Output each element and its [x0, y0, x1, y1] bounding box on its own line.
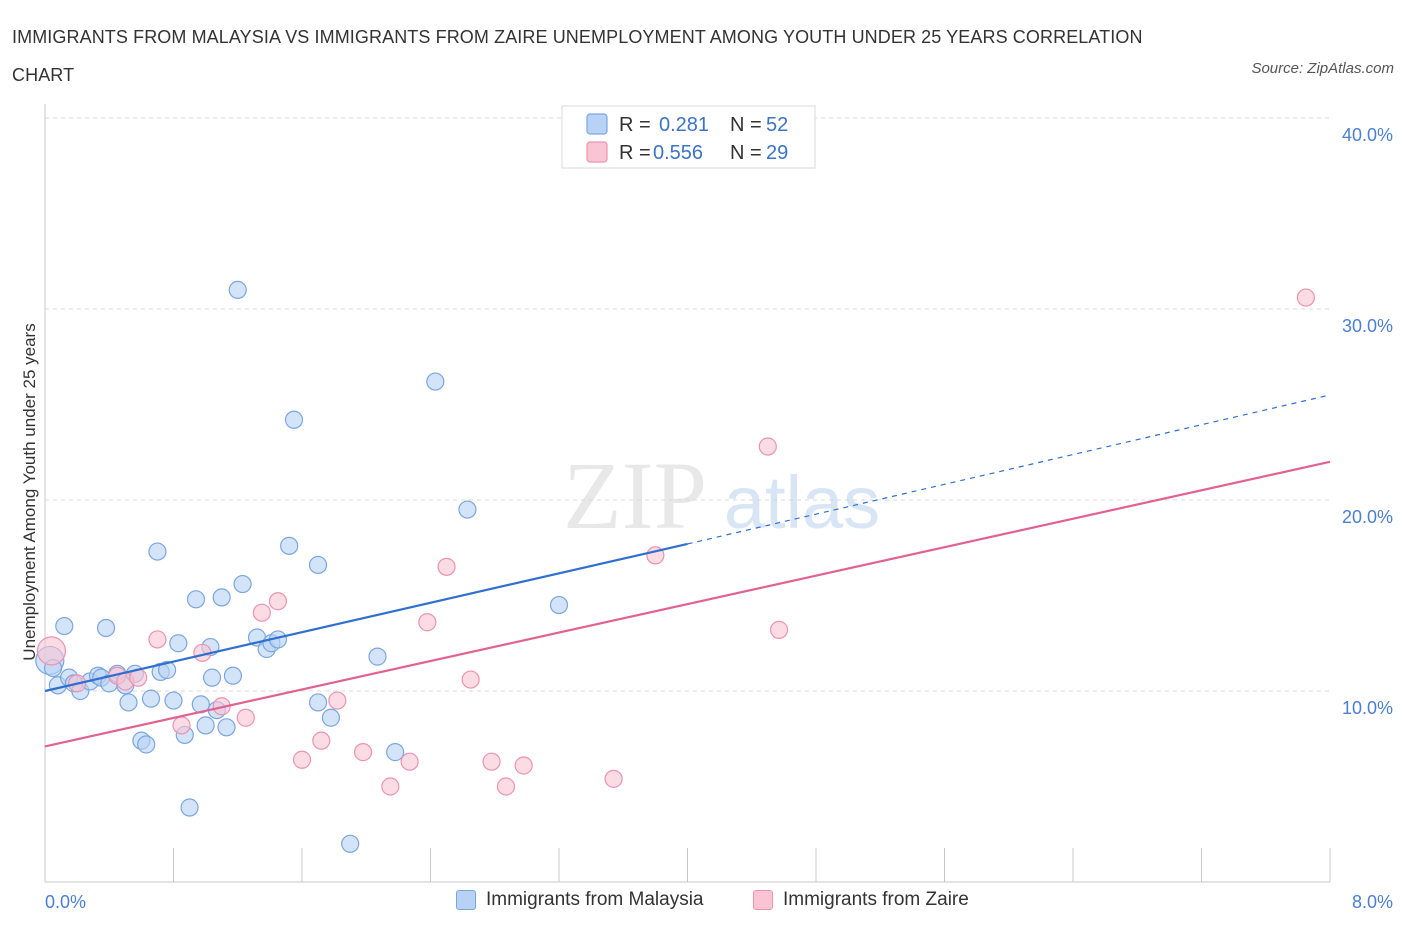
data-point-malaysia — [141, 689, 161, 708]
data-point-zaire — [236, 708, 255, 727]
legend-n-label: N = — [730, 114, 762, 136]
data-point-malaysia — [386, 743, 405, 762]
legend-n-label: N = — [730, 142, 762, 164]
data-point-malaysia — [169, 634, 188, 653]
data-point-malaysia — [426, 372, 445, 391]
data-point-zaire — [496, 777, 516, 796]
data-point-zaire — [514, 756, 533, 775]
data-point-zaire — [769, 620, 789, 639]
x-tick-label: 8.0% — [1352, 892, 1393, 912]
axes — [44, 104, 1331, 883]
correlation-legend: R = 0.281 N = 52 R = 0.556 N = 29 — [561, 105, 816, 169]
data-point-malaysia — [137, 735, 156, 754]
data-point-zaire — [172, 716, 191, 735]
data-point-malaysia — [280, 536, 299, 555]
data-point-malaysia — [308, 693, 328, 712]
trend-lines — [44, 394, 1331, 748]
data-point-malaysia — [308, 555, 328, 575]
data-point-zaire — [252, 603, 271, 622]
data-point-zaire — [418, 613, 437, 632]
data-point-malaysia — [228, 280, 247, 299]
data-point-malaysia — [180, 798, 199, 817]
data-point-malaysia — [196, 716, 215, 735]
data-point-zaire — [758, 437, 777, 456]
legend-r-value: 0.556 — [653, 142, 703, 164]
series-legend: Immigrants from Malaysia Immigrants from… — [0, 889, 1406, 917]
legend-swatch-zaire — [753, 890, 773, 910]
data-point-zaire — [381, 777, 400, 796]
data-point-zaire — [482, 752, 501, 771]
y-tick-label: 30.0% — [1342, 316, 1393, 336]
data-point-malaysia — [549, 595, 569, 615]
data-point-malaysia — [119, 693, 138, 712]
data-point-zaire — [292, 750, 312, 769]
legend-swatch-zaire — [586, 141, 608, 163]
trend-line-malaysia — [44, 542, 688, 693]
data-point-malaysia — [202, 668, 222, 687]
data-point-malaysia — [157, 660, 177, 680]
data-point-malaysia — [164, 691, 183, 710]
x-tick-labels: 0.0% 8.0% — [45, 892, 1393, 912]
data-point-zaire — [437, 557, 456, 576]
y-tick-label: 40.0% — [1342, 125, 1393, 145]
y-tick-label: 20.0% — [1342, 507, 1393, 527]
data-point-zaire — [328, 691, 347, 710]
watermark: ZIP atlas — [563, 442, 880, 549]
data-point-malaysia — [96, 618, 116, 638]
legend-label-zaire: Immigrants from Zaire — [783, 889, 969, 910]
legend-swatch-malaysia — [456, 890, 476, 910]
data-point-zaire — [353, 743, 373, 762]
data-point-malaysia — [284, 410, 304, 429]
data-point-malaysia — [341, 834, 360, 853]
data-point-malaysia — [217, 718, 236, 737]
legend-n-value: 29 — [766, 142, 788, 164]
chart-source: Source: ZipAtlas.com — [1251, 60, 1394, 77]
legend-item-malaysia[interactable]: Immigrants from Malaysia — [456, 889, 704, 911]
y-tick-label: 10.0% — [1342, 698, 1393, 718]
data-point-zaire — [268, 592, 288, 611]
data-point-malaysia — [458, 500, 477, 519]
watermark-atlas: atlas — [724, 461, 880, 544]
watermark-zip: ZIP — [563, 442, 707, 549]
data-point-zaire — [36, 636, 67, 666]
legend-item-zaire[interactable]: Immigrants from Zaire — [753, 889, 969, 911]
data-point-malaysia — [212, 588, 231, 607]
legend-swatch-malaysia — [586, 113, 608, 135]
data-point-malaysia — [148, 542, 167, 561]
data-point-zaire — [148, 630, 167, 649]
legend-r-label: R = — [619, 142, 651, 164]
data-point-malaysia — [233, 574, 252, 594]
trend-line-zaire — [44, 460, 1331, 748]
data-point-zaire — [312, 731, 331, 750]
data-point-malaysia — [368, 647, 387, 666]
data-point-zaire — [1296, 288, 1316, 307]
data-point-malaysia — [186, 590, 206, 609]
data-point-zaire — [400, 752, 419, 771]
legend-r-value: 0.281 — [659, 114, 709, 136]
legend-label-malaysia: Immigrants from Malaysia — [486, 889, 704, 910]
x-tick-label: 0.0% — [45, 892, 86, 912]
data-point-malaysia — [321, 708, 341, 727]
data-point-zaire — [604, 769, 623, 788]
legend-r-label: R = — [619, 114, 651, 136]
data-point-malaysia — [223, 666, 243, 685]
data-point-zaire — [461, 670, 480, 689]
legend-n-value: 52 — [766, 114, 788, 136]
chart-title: IMMIGRANTS FROM MALAYSIA VS IMMIGRANTS F… — [12, 27, 1143, 85]
data-point-malaysia — [55, 616, 74, 636]
y-tick-labels: 10.0% 20.0% 30.0% 40.0% — [1342, 125, 1393, 718]
